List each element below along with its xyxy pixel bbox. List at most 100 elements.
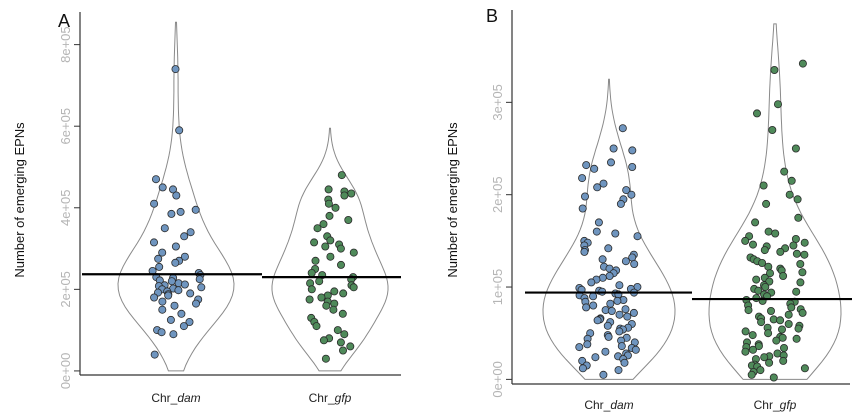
data-point: [614, 366, 623, 375]
data-point: [787, 176, 796, 185]
data-point: [326, 236, 335, 245]
data-point: [603, 321, 612, 330]
data-point: [760, 246, 769, 255]
data-point: [628, 162, 637, 171]
data-point: [749, 240, 758, 249]
data-point: [166, 315, 175, 324]
data-point: [578, 364, 587, 373]
data-point: [171, 65, 180, 74]
data-point: [758, 258, 767, 267]
data-point: [325, 211, 334, 220]
data-point: [582, 303, 591, 312]
data-point: [186, 289, 195, 298]
data-point: [583, 340, 592, 349]
data-point: [340, 191, 349, 200]
data-point: [340, 330, 349, 339]
data-point: [191, 299, 200, 308]
data-point: [195, 275, 204, 284]
data-point: [575, 343, 584, 352]
data-point: [766, 269, 775, 278]
data-point: [757, 318, 766, 327]
data-point: [621, 257, 630, 266]
data-point: [621, 305, 630, 314]
data-point: [593, 316, 602, 325]
data-point: [611, 229, 620, 238]
data-point: [764, 262, 773, 271]
data-point: [599, 370, 608, 379]
y-tick-label: 8e+05: [58, 26, 73, 63]
data-point: [780, 343, 789, 352]
data-point: [315, 277, 324, 286]
y-tick-label: 6e+05: [58, 108, 73, 145]
data-point: [606, 299, 615, 308]
data-point: [150, 350, 159, 359]
data-point: [180, 252, 189, 261]
y-tick-label: 4e+05: [58, 190, 73, 227]
y-tick-label: 2e+05: [58, 271, 73, 308]
panel-b: B Number of emerging EPNs 0e+00 1e+05 2e+0…: [445, 6, 852, 412]
panel-b-y-ticks: 0e+00 1e+05 2e+05 3e+05: [490, 84, 512, 398]
data-point: [336, 260, 345, 269]
data-point: [791, 144, 800, 153]
data-point: [630, 259, 639, 268]
data-point: [175, 126, 184, 135]
panel-a-y-ticks: 0e+00 2e+05 4e+05 6e+05 8e+05: [58, 26, 80, 389]
data-point: [179, 322, 188, 331]
data-point: [741, 347, 750, 356]
data-point: [170, 301, 179, 310]
data-point: [779, 356, 788, 365]
data-point: [324, 185, 333, 194]
data-point: [765, 358, 774, 367]
data-point: [336, 338, 345, 347]
data-point: [349, 283, 358, 292]
data-point: [312, 322, 321, 331]
data-point: [615, 327, 624, 336]
data-point: [754, 342, 763, 351]
data-point: [796, 259, 805, 268]
violin-outline: [117, 21, 235, 372]
data-point: [317, 293, 326, 302]
panel-b-plot: [525, 23, 852, 382]
data-point: [756, 366, 765, 375]
data-point: [154, 254, 163, 263]
data-point: [798, 268, 807, 277]
data-point: [607, 158, 616, 167]
data-point: [631, 345, 640, 354]
data-point: [338, 346, 347, 355]
panel-b-category-label-gfp: Chr_gfp: [754, 398, 797, 412]
data-point: [151, 175, 160, 184]
data-point: [587, 278, 596, 287]
data-point: [784, 319, 793, 328]
data-point: [780, 167, 789, 176]
data-point: [792, 249, 801, 258]
data-point: [615, 281, 624, 290]
data-point: [307, 268, 316, 277]
data-point: [322, 301, 331, 310]
data-point: [623, 312, 632, 321]
data-point: [347, 189, 356, 198]
data-point: [171, 242, 180, 251]
violin-outline: [542, 78, 676, 380]
data-point: [149, 238, 158, 247]
data-point: [792, 334, 801, 343]
y-tick-label: 0e+00: [58, 353, 73, 390]
data-point: [627, 190, 636, 199]
data-point: [793, 195, 802, 204]
data-point: [326, 252, 335, 261]
data-point: [741, 236, 750, 245]
data-point: [769, 373, 778, 382]
data-point: [633, 232, 642, 241]
data-point: [578, 204, 587, 213]
data-point: [759, 181, 768, 190]
data-point: [592, 227, 601, 236]
data-point: [622, 186, 631, 195]
data-point: [150, 293, 159, 302]
data-point: [578, 174, 587, 183]
data-point: [629, 308, 638, 317]
panel-a-category-label-gfp: Chr_gfp: [309, 391, 352, 405]
data-point: [186, 228, 195, 237]
data-point: [172, 191, 181, 200]
data-point: [590, 164, 599, 173]
data-point: [741, 327, 750, 336]
